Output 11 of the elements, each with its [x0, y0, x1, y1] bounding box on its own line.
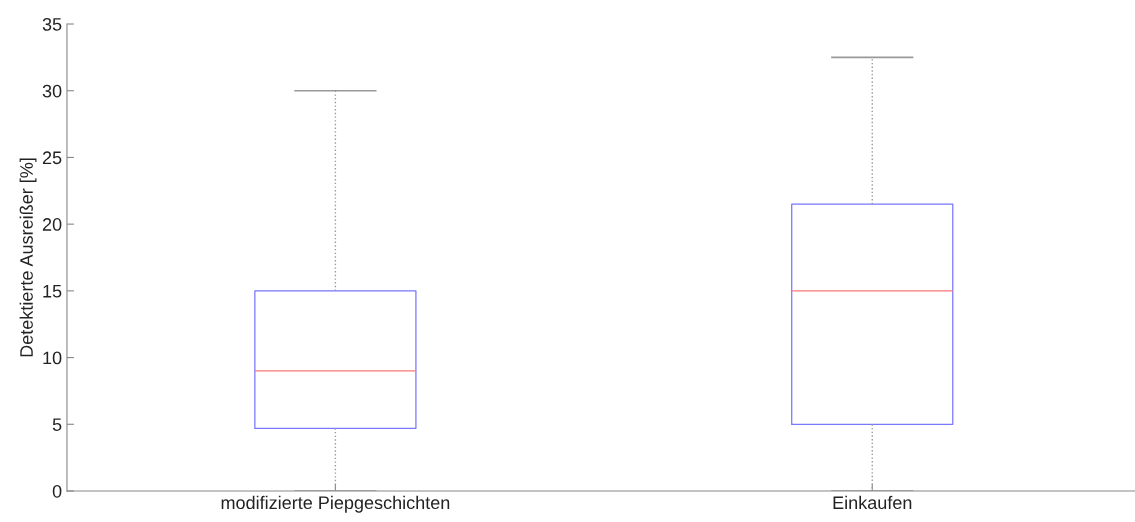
y-tick-label: 30: [42, 84, 62, 98]
y-tick-label: 20: [42, 218, 62, 231]
y-axis-title: Detektierte Ausreißer [%]: [19, 158, 37, 357]
y-tick-label: 10: [43, 351, 62, 365]
x-tick-label: Einkaufen: [833, 495, 912, 510]
x-tick-label: modifizierte Piepgeschichten: [221, 495, 450, 513]
y-tick-label: 0: [52, 484, 62, 498]
y-tick-label: 15: [43, 284, 62, 298]
y-tick-label: 5: [52, 418, 62, 431]
y-tick-label: 25: [42, 151, 62, 165]
y-tick-label: 35: [42, 17, 62, 31]
